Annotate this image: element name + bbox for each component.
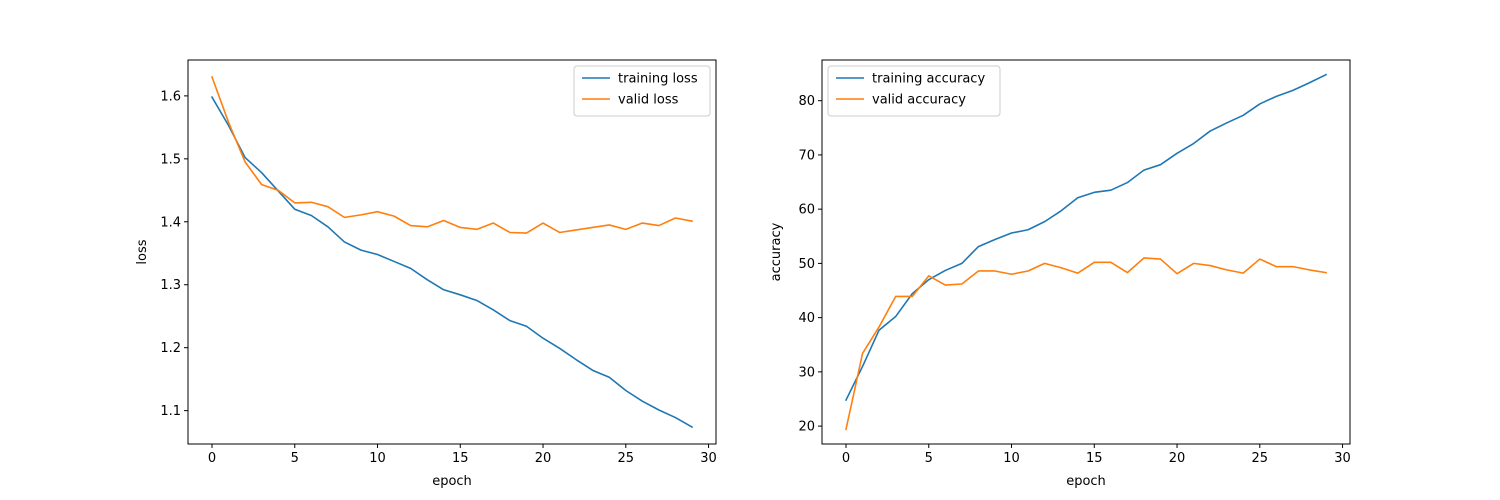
- x-tick-label: 10: [369, 451, 386, 466]
- x-tick-label: 0: [208, 451, 216, 466]
- legend: training accuracy valid accuracy: [827, 65, 1001, 117]
- y-tick-label: 1.1: [160, 404, 181, 419]
- y-tick-label: 40: [798, 311, 815, 326]
- series-line-valid-accuracy: [845, 257, 1327, 431]
- legend-box: [827, 65, 1001, 117]
- series-line-valid-loss: [210, 75, 693, 234]
- x-tick-label: 25: [1252, 451, 1269, 466]
- y-tick-label: 60: [798, 203, 815, 218]
- legend-label: training loss: [618, 72, 698, 87]
- legend: training loss valid loss: [573, 65, 711, 117]
- y-tick-label: 1.4: [160, 215, 181, 230]
- legend-label: valid accuracy: [872, 93, 966, 108]
- y-tick-label: 1.5: [160, 152, 181, 167]
- y-tick-label: 50: [798, 257, 815, 272]
- chart-panel-1: 0 5 10 15 20 25 30 20 30 40 50 60 70 80 epoch accuracy t…: [769, 59, 1351, 489]
- y-axis-label: loss: [135, 239, 150, 264]
- x-tick-label: 0: [842, 451, 850, 466]
- x-tick-label: 10: [1003, 451, 1020, 466]
- plot-frame: [187, 59, 717, 445]
- x-tick-label: 15: [1086, 451, 1103, 466]
- y-tick-label: 1.6: [160, 89, 181, 104]
- x-tick-label: 15: [452, 451, 469, 466]
- x-tick-label: 30: [1334, 451, 1351, 466]
- legend-label: valid loss: [618, 93, 679, 108]
- x-tick-label: 20: [1169, 451, 1186, 466]
- chart-panel-0: 0 5 10 15 20 25 30 1.1 1.2 1.3 1.4 1.5 1.6 epoch loss t…: [135, 59, 717, 489]
- y-tick-label: 70: [798, 148, 815, 163]
- x-axis-label: epoch: [1066, 474, 1106, 489]
- x-tick-label: 5: [925, 451, 933, 466]
- y-tick-label: 30: [798, 365, 815, 380]
- y-tick-label: 1.2: [160, 341, 181, 356]
- y-tick-label: 1.3: [160, 278, 181, 293]
- series-line-training-loss: [210, 96, 694, 429]
- legend-label: training accuracy: [872, 72, 985, 87]
- x-axis-label: epoch: [432, 474, 472, 489]
- x-tick-label: 25: [618, 451, 635, 466]
- x-tick-label: 20: [535, 451, 552, 466]
- x-tick-label: 5: [291, 451, 299, 466]
- plot-frame: [821, 59, 1351, 445]
- y-tick-label: 80: [798, 94, 815, 109]
- y-tick-label: 20: [798, 420, 815, 435]
- x-tick-label: 30: [700, 451, 717, 466]
- series-line-training-accuracy: [844, 73, 1328, 402]
- y-axis-label: accuracy: [769, 222, 784, 281]
